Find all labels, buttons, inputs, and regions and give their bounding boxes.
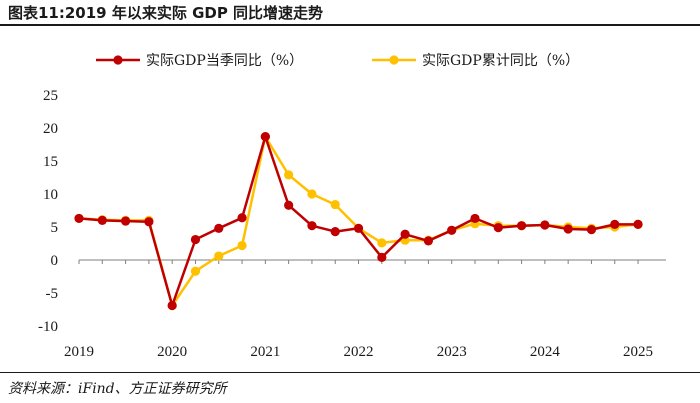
data-point bbox=[493, 223, 503, 233]
y-tick-label: 20 bbox=[43, 121, 58, 137]
data-point bbox=[144, 217, 154, 227]
x-tick-label: 2021 bbox=[250, 344, 280, 360]
x-tick-label: 2025 bbox=[623, 344, 653, 360]
data-point bbox=[330, 199, 340, 210]
data-point bbox=[120, 216, 131, 226]
footer-divider bbox=[0, 372, 700, 373]
data-point bbox=[214, 223, 224, 233]
series-line bbox=[78, 135, 639, 307]
y-tick-label: 10 bbox=[43, 187, 58, 203]
data-point bbox=[540, 220, 550, 230]
y-tick-label: -5 bbox=[46, 286, 59, 302]
data-point bbox=[284, 170, 294, 180]
data-point bbox=[470, 213, 480, 224]
data-point bbox=[516, 221, 527, 231]
series-quarterly bbox=[74, 131, 643, 311]
data-point bbox=[330, 227, 340, 237]
series-cumulative bbox=[74, 131, 643, 311]
series-line bbox=[78, 135, 638, 307]
data-point bbox=[284, 200, 294, 210]
legend-label: 实际GDP当季同比（%） bbox=[146, 53, 303, 69]
data-point bbox=[190, 266, 201, 276]
x-tick-label: 2022 bbox=[344, 344, 374, 360]
data-point bbox=[237, 213, 247, 223]
y-tick-label: -10 bbox=[38, 319, 58, 335]
source-note: 资料来源：iFind、方正证券研究所 bbox=[8, 381, 227, 397]
series-layer bbox=[74, 131, 643, 311]
data-point bbox=[377, 238, 387, 248]
y-tick-label: 15 bbox=[43, 154, 58, 170]
y-axis: 25 20 15 10 5 0 -5 -10 bbox=[38, 88, 58, 335]
data-point bbox=[214, 251, 224, 261]
legend: 实际GDP当季同比（%） 实际GDP累计同比（%） bbox=[96, 53, 579, 69]
y-tick-label: 25 bbox=[43, 88, 58, 104]
x-tick-label: 2020 bbox=[157, 344, 187, 360]
y-tick-label: 5 bbox=[51, 220, 59, 236]
legend-marker bbox=[113, 55, 123, 65]
legend-label: 实际GDP累计同比（%） bbox=[422, 53, 579, 69]
legend-marker bbox=[389, 55, 399, 65]
data-point bbox=[563, 224, 573, 234]
data-point bbox=[447, 225, 457, 235]
data-point bbox=[423, 236, 434, 246]
x-tick-label: 2023 bbox=[437, 344, 467, 360]
data-point bbox=[377, 252, 387, 262]
data-point bbox=[260, 131, 270, 142]
data-point bbox=[167, 300, 177, 311]
chart-title: 图表11:2019 年以来实际 GDP 同比增速走势 bbox=[8, 4, 324, 22]
data-point bbox=[400, 229, 410, 239]
x-axis: 2019 2020 2021 2022 2023 2024 2025 bbox=[64, 259, 666, 360]
data-point bbox=[190, 234, 201, 245]
title-divider bbox=[0, 24, 700, 26]
data-point bbox=[237, 240, 247, 251]
data-point bbox=[610, 219, 620, 229]
y-tick-label: 0 bbox=[51, 253, 59, 269]
data-point bbox=[633, 219, 643, 229]
x-tick-label: 2019 bbox=[64, 344, 94, 360]
data-point bbox=[586, 225, 597, 235]
data-point bbox=[74, 213, 84, 224]
data-point bbox=[97, 215, 107, 225]
data-point bbox=[307, 221, 317, 231]
x-tick-label: 2024 bbox=[530, 344, 561, 360]
line-chart: 25 20 15 10 5 0 -5 -10 2019 2020 2021 2022 2023 2024… bbox=[38, 53, 666, 360]
data-point bbox=[353, 223, 364, 233]
data-point bbox=[307, 189, 317, 199]
